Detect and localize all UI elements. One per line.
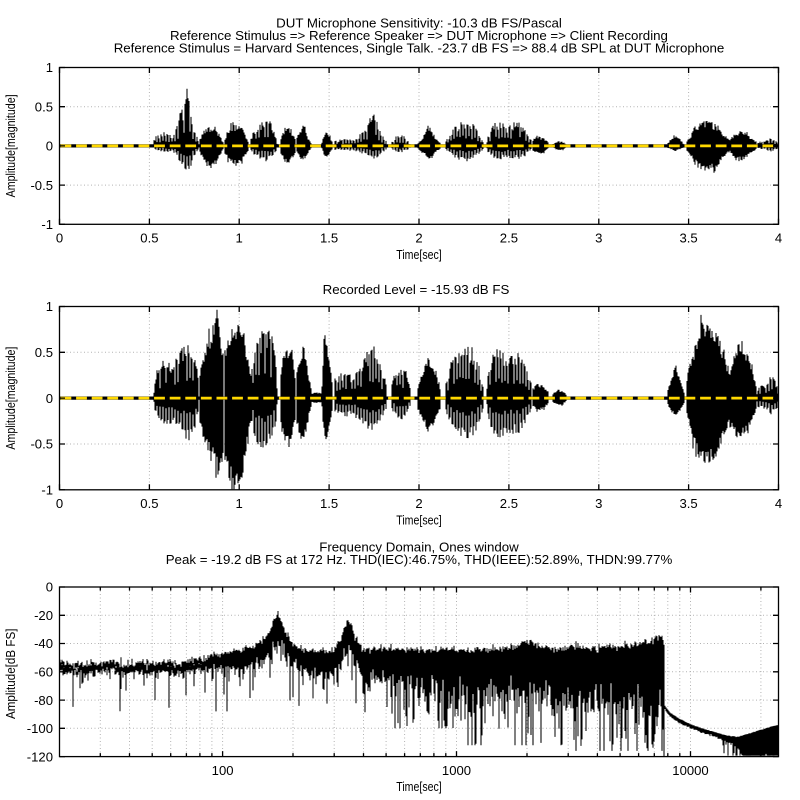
- svg-text:2.5: 2.5: [500, 231, 518, 246]
- svg-text:Recorded Level = -15.93 dB FS: Recorded Level = -15.93 dB FS: [323, 282, 510, 297]
- svg-text:1000: 1000: [442, 763, 471, 778]
- svg-text:Time[sec]: Time[sec]: [396, 247, 442, 262]
- svg-text:0.5: 0.5: [35, 345, 53, 360]
- svg-text:Amplitude[magnitude]: Amplitude[magnitude]: [3, 347, 18, 450]
- svg-text:Amplitude[magnitude]: Amplitude[magnitude]: [3, 94, 18, 197]
- svg-text:0: 0: [56, 496, 63, 511]
- svg-text:-40: -40: [34, 636, 53, 651]
- svg-text:4: 4: [775, 496, 782, 511]
- svg-text:Reference Stimulus = Harvard S: Reference Stimulus = Harvard Sentences, …: [114, 41, 725, 56]
- svg-text:2.5: 2.5: [500, 496, 518, 511]
- svg-text:3: 3: [595, 231, 602, 246]
- svg-text:Time[sec]: Time[sec]: [396, 512, 442, 527]
- svg-text:1: 1: [46, 60, 53, 75]
- svg-text:-100: -100: [27, 721, 53, 736]
- svg-text:10000: 10000: [672, 763, 708, 778]
- svg-text:-60: -60: [34, 665, 53, 680]
- svg-text:0.5: 0.5: [35, 99, 53, 114]
- svg-text:Reference Stimulus => Referenc: Reference Stimulus => Reference Speaker …: [170, 28, 668, 43]
- svg-text:-120: -120: [27, 749, 53, 764]
- svg-text:3.5: 3.5: [679, 231, 697, 246]
- svg-text:2: 2: [415, 231, 422, 246]
- svg-text:100: 100: [212, 763, 234, 778]
- svg-text:-0.5: -0.5: [30, 437, 53, 452]
- svg-text:-1: -1: [41, 217, 53, 232]
- svg-text:Peak = -19.2 dB FS at 172 Hz.: Peak = -19.2 dB FS at 172 Hz. THD(IEC):4…: [166, 552, 673, 567]
- svg-text:3: 3: [595, 496, 602, 511]
- svg-text:-1: -1: [41, 483, 53, 498]
- svg-text:2: 2: [415, 496, 422, 511]
- svg-text:1.5: 1.5: [320, 231, 338, 246]
- svg-text:DUT Microphone Sensitivity: -1: DUT Microphone Sensitivity: -10.3 dB FS/…: [276, 15, 562, 30]
- svg-text:4: 4: [775, 231, 782, 246]
- svg-text:1: 1: [236, 496, 243, 511]
- svg-text:-0.5: -0.5: [30, 178, 53, 193]
- svg-text:0: 0: [46, 580, 53, 595]
- svg-text:Frequency Domain, Ones window: Frequency Domain, Ones window: [319, 539, 519, 554]
- svg-text:Time[sec]: Time[sec]: [396, 779, 442, 794]
- svg-text:0: 0: [46, 139, 53, 154]
- svg-text:Amplitude[dB FS]: Amplitude[dB FS]: [3, 629, 18, 720]
- svg-text:1: 1: [46, 299, 53, 314]
- svg-text:-20: -20: [34, 608, 53, 623]
- svg-text:1: 1: [236, 231, 243, 246]
- svg-text:0.5: 0.5: [140, 496, 158, 511]
- svg-text:0.5: 0.5: [140, 231, 158, 246]
- svg-text:-80: -80: [34, 693, 53, 708]
- svg-text:1.5: 1.5: [320, 496, 338, 511]
- svg-text:3.5: 3.5: [679, 496, 697, 511]
- svg-text:0: 0: [56, 231, 63, 246]
- svg-text:0: 0: [46, 391, 53, 406]
